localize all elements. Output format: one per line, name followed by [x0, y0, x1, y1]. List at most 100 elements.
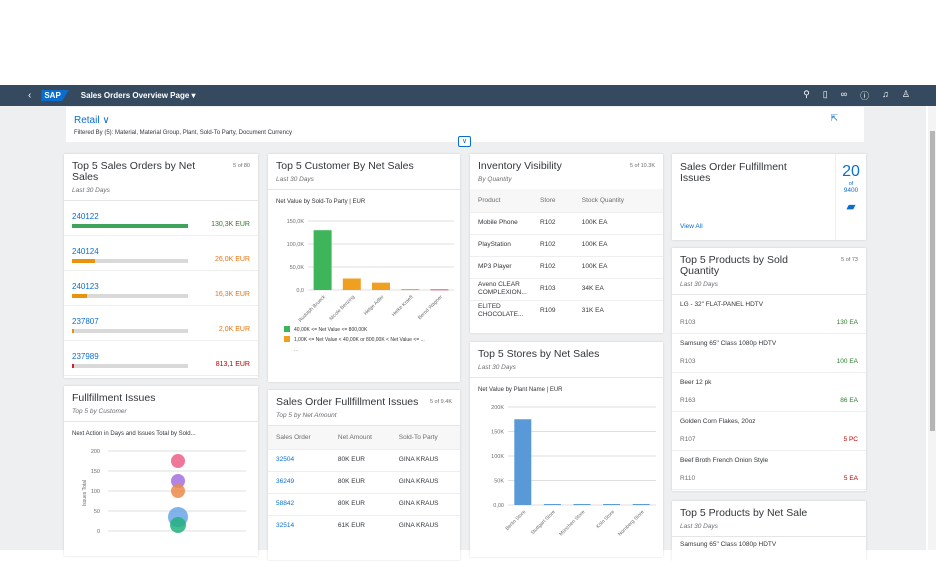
card-top-stores[interactable]: Top 5 Stores by Net Sales Last 30 Days N…	[470, 342, 663, 557]
legend-label[interactable]: 40,00K <= Net Value <= 800,00K	[294, 327, 368, 333]
user-icon[interactable]: ♙	[901, 89, 910, 99]
bubble[interactable]	[171, 454, 185, 468]
expand-header-button[interactable]: ∨	[458, 136, 471, 147]
amount-bar-fill	[72, 294, 87, 298]
variant-selector[interactable]: Retail ∨	[74, 115, 110, 126]
card-header[interactable]: Sales Order Fullfillment Issues Top 5 by…	[268, 390, 460, 426]
bubble[interactable]	[170, 517, 186, 533]
binoculars-icon[interactable]: ∞	[840, 89, 848, 99]
sales-order-item[interactable]: 237989 813,1 EUR	[64, 341, 258, 376]
table-cell: GINA KRAUS	[390, 470, 460, 493]
table-row[interactable]: Aveno CLEAR COMPLEXION... R103 34K EA	[470, 277, 663, 300]
scrollbar-thumb[interactable]	[930, 131, 935, 431]
search-icon[interactable]: ⚲	[803, 89, 810, 99]
sales-order-item[interactable]: 240123 16,3K EUR	[64, 271, 258, 306]
list-item[interactable]: Samsung 65" Class 1080p HDTV R103 100 EA	[672, 334, 866, 373]
sales-order-link[interactable]: 58842	[268, 492, 330, 515]
card-header[interactable]: Top 5 Products by Net Sale Last 30 Days	[672, 501, 866, 537]
sales-order-item[interactable]: 240124 26,0K EUR	[64, 236, 258, 271]
card-header[interactable]: Inventory Visibility By Quantity 5 of 10…	[470, 154, 663, 189]
quantity: 130 EA	[836, 319, 858, 326]
list-item[interactable]: Beer 12 pk R163 86 EA	[672, 373, 866, 412]
table-cell: R103	[532, 277, 574, 300]
card-header[interactable]: Top 5 Stores by Net Sales Last 30 Days	[470, 342, 663, 378]
sales-order-link[interactable]: 240124	[72, 247, 99, 256]
x-tick-label: München Store	[558, 509, 586, 537]
sales-order-link[interactable]: 32514	[268, 514, 330, 537]
table-row[interactable]: 32504 80K EUR GINA KRAUS	[268, 448, 460, 471]
sales-order-link[interactable]: 237807	[72, 317, 99, 326]
bubble[interactable]	[171, 474, 185, 488]
column-header[interactable]: Store	[532, 189, 574, 212]
card-so-fulfillment-issues[interactable]: Sales Order Fullfillment Issues Top 5 by…	[268, 390, 460, 560]
bar[interactable]	[543, 504, 561, 506]
card-title: Sales Order Fulfillment Issues	[680, 161, 787, 184]
sales-order-link[interactable]: 237989	[72, 352, 99, 361]
card-top-products-net[interactable]: Top 5 Products by Net Sale Last 30 Days …	[672, 501, 866, 561]
legend-more[interactable]: ...	[294, 347, 298, 353]
table-row[interactable]: 58842 80K EUR GINA KRAUS	[268, 492, 460, 515]
table-row[interactable]: MP3 Player R102 100K EA	[470, 255, 663, 278]
column-header[interactable]: Sold-To Party	[390, 426, 460, 449]
bar[interactable]	[430, 289, 449, 291]
list-item[interactable]: Samsung 65" Class 1080p HDTV	[680, 541, 777, 548]
sales-order-link[interactable]: 240122	[72, 212, 99, 221]
card-subtitle: Last 30 Days	[72, 187, 110, 194]
amount-value: 26,0K EUR	[214, 256, 250, 263]
back-icon[interactable]: ‹	[28, 90, 32, 101]
sales-order-item[interactable]: 240122 130,3K EUR	[64, 201, 258, 236]
card-header[interactable]: Top 5 Customer By Net Sales Last 30 Days	[268, 154, 460, 190]
bubble[interactable]	[171, 484, 185, 498]
bar[interactable]	[573, 504, 591, 506]
sales-order-item[interactable]: 237807 2,0K EUR	[64, 306, 258, 341]
column-header[interactable]: Product	[470, 189, 532, 212]
sales-order-link[interactable]: 240123	[72, 282, 99, 291]
card-fulfillment-issues[interactable]: Fullfillment Issues Top 5 by Customer Ne…	[64, 386, 258, 556]
table-cell: Mobile Phone	[470, 211, 532, 234]
bar[interactable]	[632, 504, 650, 506]
bar[interactable]	[313, 230, 332, 290]
card-top-customers[interactable]: Top 5 Customer By Net Sales Last 30 Days…	[268, 154, 460, 382]
card-subtitle: Last 30 Days	[680, 281, 718, 288]
bar[interactable]	[514, 419, 532, 505]
bar[interactable]	[603, 504, 621, 506]
bar[interactable]	[401, 289, 420, 291]
column-header[interactable]: Net Amount	[329, 426, 391, 449]
bar[interactable]	[372, 282, 390, 290]
sales-order-link[interactable]: 36249	[268, 470, 330, 493]
card-header[interactable]: Fullfillment Issues Top 5 by Customer	[64, 386, 258, 422]
scrollbar[interactable]	[928, 106, 936, 550]
legend-label[interactable]: 1,00K <= Net Value < 40,00K or 800,00K <…	[294, 337, 425, 343]
card-header[interactable]: Top 5 Products by Sold Quantity Last 30 …	[672, 248, 866, 295]
table-cell: 100K EA	[573, 233, 663, 256]
table-row[interactable]: ELITED CHOCOLATE... R109 31K EA	[470, 299, 663, 322]
table-row[interactable]: Mobile Phone R102 100K EA	[470, 211, 663, 234]
store-id: R103	[680, 358, 696, 365]
card-inventory-visibility[interactable]: Inventory Visibility By Quantity 5 of 10…	[470, 154, 663, 333]
table-row[interactable]: 32514 61K EUR GINA KRAUS	[268, 514, 460, 537]
document-icon[interactable]: ▯	[822, 89, 828, 99]
card-title: Sales Order Fullfillment Issues	[276, 396, 419, 408]
amount-value: 16,3K EUR	[214, 291, 250, 298]
app-title-menu[interactable]: Sales Orders Overview Page ▾	[80, 91, 196, 100]
sales-order-link[interactable]: 32504	[268, 448, 330, 471]
list-item[interactable]: Beef Broth French Onion Style R110 5 EA	[672, 451, 866, 490]
share-icon[interactable]: ⇱	[830, 113, 838, 123]
card-kpi-fulfillment[interactable]: Sales Order Fulfillment Issues View All …	[672, 154, 866, 240]
table-cell: ELITED CHOCOLATE...	[470, 299, 532, 322]
column-header[interactable]: Stock Quantity	[573, 189, 663, 212]
card-top-sales-orders[interactable]: Top 5 Sales Orders by Net Sales Last 30 …	[64, 154, 258, 378]
card-header[interactable]: Top 5 Sales Orders by Net Sales Last 30 …	[64, 154, 258, 201]
column-header[interactable]: Sales Order	[268, 426, 330, 449]
table-row[interactable]: PlayStation R102 100K EA	[470, 233, 663, 256]
list-item[interactable]: Golden Corn Flakes, 20oz R107 5 PC	[672, 412, 866, 451]
list-item[interactable]: LG - 32" FLAT-PANEL HDTV R103 130 EA	[672, 295, 866, 334]
view-all-link[interactable]: View All	[680, 223, 703, 230]
shell-bar: ‹ SAP Sales Orders Overview Page ▾ ⚲ ▯ ∞…	[0, 85, 936, 106]
bar[interactable]	[342, 278, 361, 291]
table-cell: GINA KRAUS	[390, 514, 460, 537]
bell-icon[interactable]: ♫	[882, 89, 889, 99]
table-row[interactable]: 36249 80K EUR GINA KRAUS	[268, 470, 460, 493]
help-icon[interactable]: ⓘ	[860, 91, 870, 101]
card-top-products-qty[interactable]: Top 5 Products by Sold Quantity Last 30 …	[672, 248, 866, 491]
